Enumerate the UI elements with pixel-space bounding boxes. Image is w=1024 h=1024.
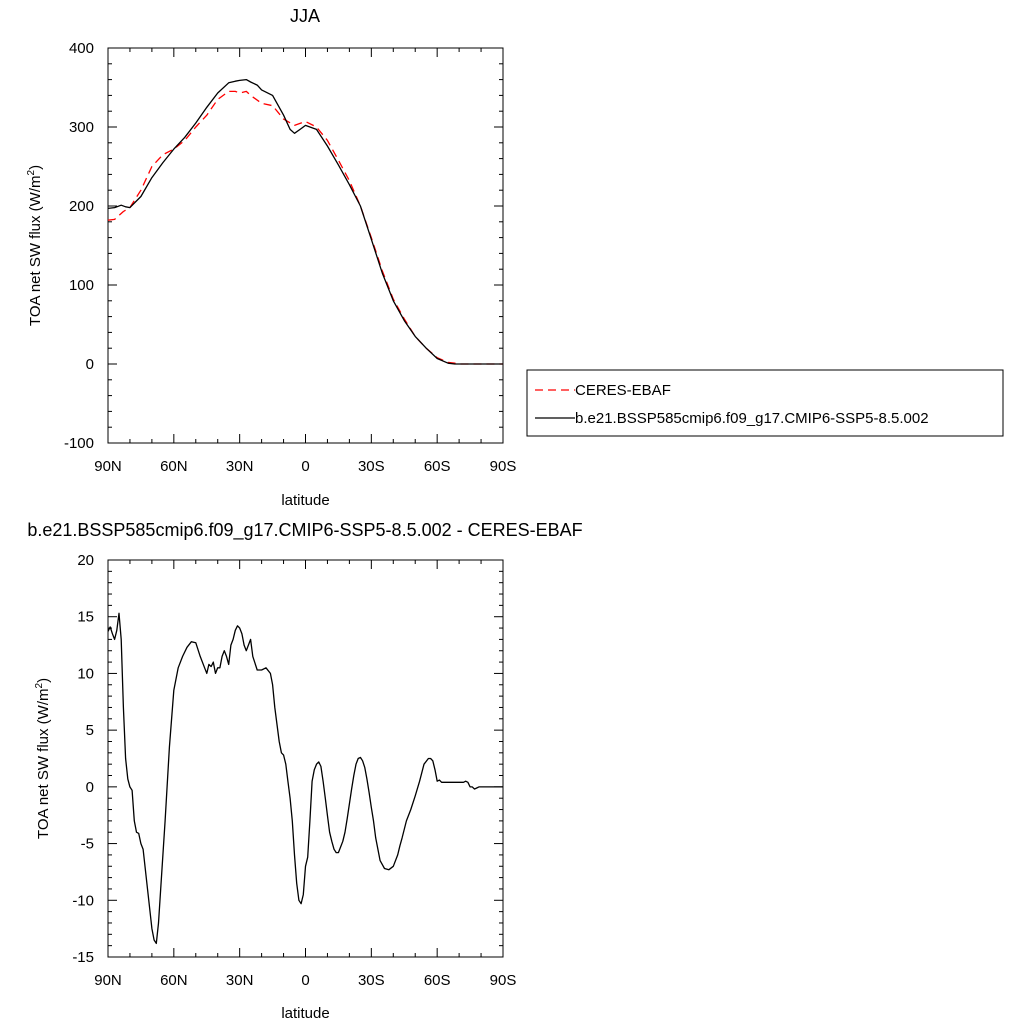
plot-frame [107,47,504,444]
x-tick-label: 90S [490,972,517,989]
y-axis-label-superscript: 2 [26,169,37,175]
x-tick-label: 60N [160,458,188,475]
y-axis-label-close: ) [35,678,52,683]
y-tick-label: -10 [72,892,94,909]
y-tick-label: 200 [69,198,94,215]
x-tick-label: 60S [424,458,451,475]
y-axis-label: TOA net SW flux (W/m2) [26,165,44,326]
series-line-0 [107,612,503,945]
x-tick-label: 60N [160,972,188,989]
chart-title: b.e21.BSSP585cmip6.f09_g17.CMIP6-SSP5-8.… [27,520,582,541]
y-axis-label-main: TOA net SW flux (W/m [35,688,52,839]
y-axis-label-close: ) [27,165,44,170]
y-tick-label: 300 [69,119,94,136]
y-tick-label: 10 [77,665,94,682]
x-tick-label: 90N [94,458,122,475]
x-tick-label: 60S [424,972,451,989]
y-tick-label: 20 [77,552,94,569]
x-tick-label: 30N [226,458,254,475]
y-tick-label: 0 [86,779,94,796]
x-tick-label: 30S [358,458,385,475]
y-tick-label: -100 [64,435,94,452]
legend-box [526,369,1004,437]
x-tick-label: 90N [94,972,122,989]
y-axis-label-superscript: 2 [34,682,45,688]
y-axis-label: TOA net SW flux (W/m2) [34,678,52,839]
y-tick-label: 5 [86,722,94,739]
plot-frame [107,559,504,958]
legend-label-1: b.e21.BSSP585cmip6.f09_g17.CMIP6-SSP5-8.… [575,410,929,427]
y-tick-label: 0 [86,356,94,373]
y-tick-label: -5 [81,836,94,853]
x-tick-label: 0 [301,458,309,475]
series-line-0 [107,90,503,365]
legend-label-0: CERES-EBAF [575,382,671,399]
flux-chart: JJA 90N 60N 30N 0 30S 60S 90S -100 0 100 200 300 400 l… [26,6,1004,509]
chart-title: JJA [290,6,320,26]
x-tick-label: 30N [226,972,254,989]
x-tick-label: 90S [490,458,517,475]
y-axis-label-main: TOA net SW flux (W/m [27,175,44,326]
y-tick-label: 400 [69,40,94,57]
x-tick-label: 0 [301,972,309,989]
y-tick-label: 100 [69,277,94,294]
x-axis-label: latitude [281,492,329,509]
y-tick-label: -15 [72,949,94,966]
y-tick-label: 15 [77,609,94,626]
x-axis-label: latitude [281,1005,329,1022]
series-line-1 [107,78,503,365]
difference-chart: b.e21.BSSP585cmip6.f09_g17.CMIP6-SSP5-8.… [27,520,582,1022]
x-tick-label: 30S [358,972,385,989]
